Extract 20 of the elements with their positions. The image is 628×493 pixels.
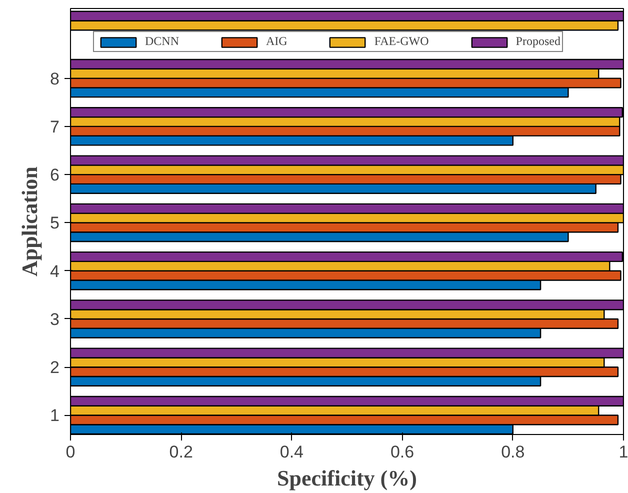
- y-tick-label: 1: [50, 406, 60, 426]
- y-tick-label: 7: [50, 117, 60, 136]
- x-tick-label: 0: [66, 442, 76, 462]
- x-tick-label: 0.4: [280, 442, 304, 462]
- y-axis-title: Application: [17, 166, 42, 277]
- legend-label: AIG: [266, 34, 288, 49]
- legend-label: FAE-GWO: [374, 34, 429, 49]
- x-tick-label: 0.2: [169, 442, 193, 462]
- y-tick-label: 2: [50, 358, 60, 378]
- x-tick-label: 0.6: [390, 442, 414, 462]
- x-tick-label: 1: [618, 442, 628, 462]
- x-axis-title: Specificity (%): [277, 466, 417, 490]
- legend-label: Proposed: [516, 34, 560, 49]
- y-tick-label: 5: [50, 214, 60, 233]
- x-tick-label: 0.8: [501, 442, 525, 462]
- legend-label: DCNN: [145, 34, 180, 49]
- y-tick-label: 3: [50, 310, 60, 329]
- y-tick-label: 8: [50, 69, 60, 88]
- y-tick-label: 6: [50, 166, 60, 185]
- y-tick-label: 4: [50, 262, 60, 281]
